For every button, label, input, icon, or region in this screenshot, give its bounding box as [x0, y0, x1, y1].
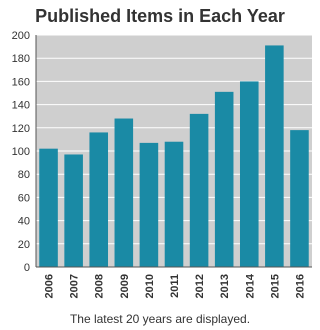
axes [35, 35, 312, 268]
x-tick-label: 2006 [44, 274, 56, 298]
bar-2008 [89, 132, 109, 267]
x-tick-label: 2011 [169, 274, 181, 298]
bar-2015 [265, 45, 284, 267]
y-tick-label: 40 [18, 216, 30, 228]
x-tick-label: 2015 [269, 274, 281, 298]
x-tick-label: 2007 [69, 274, 81, 298]
y-tick-label: 80 [18, 169, 30, 181]
y-tick-label: 100 [12, 146, 30, 158]
footnote: The latest 20 years are displayed. [69, 312, 251, 326]
bar-2012 [189, 113, 209, 267]
bars [39, 45, 309, 268]
y-tick-label: 200 [12, 30, 30, 42]
chart-title: Published Items in Each Year [35, 6, 285, 26]
x-tick-label: 2008 [94, 274, 106, 298]
x-tick-label: 2013 [219, 274, 231, 298]
y-tick-labels: 0 20 40 60 80 100 120 140 160 180 200 [12, 30, 30, 274]
bar-2010 [139, 142, 159, 267]
x-tick-labels: 2006 2007 2008 2009 2010 2011 2012 2013 2014 2015… [44, 273, 307, 298]
x-tick-label: 2009 [119, 274, 131, 298]
x-tick-label: 2010 [144, 274, 156, 298]
published-items-chart: 0 20 40 60 80 100 120 140 160 180 200 2006 2007 2008… [12, 30, 312, 298]
y-tick-label: 160 [12, 76, 30, 88]
y-tick-label: 20 [18, 239, 30, 251]
bar-2014 [239, 81, 259, 268]
bar-2006 [39, 148, 58, 267]
x-tick-label: 2014 [244, 273, 256, 298]
x-tick-label: 2016 [294, 274, 306, 298]
bar-2011 [164, 141, 184, 267]
y-tick-label: 60 [18, 192, 30, 204]
y-tick-label: 0 [24, 262, 30, 274]
y-tick-label: 140 [12, 100, 30, 112]
bar-2016 [290, 130, 309, 267]
bar-2007 [64, 154, 83, 267]
bar-2013 [214, 91, 234, 267]
y-tick-label: 180 [12, 53, 30, 65]
y-tick-label: 120 [12, 123, 30, 135]
bar-2009 [114, 118, 134, 268]
x-tick-label: 2012 [194, 274, 206, 298]
